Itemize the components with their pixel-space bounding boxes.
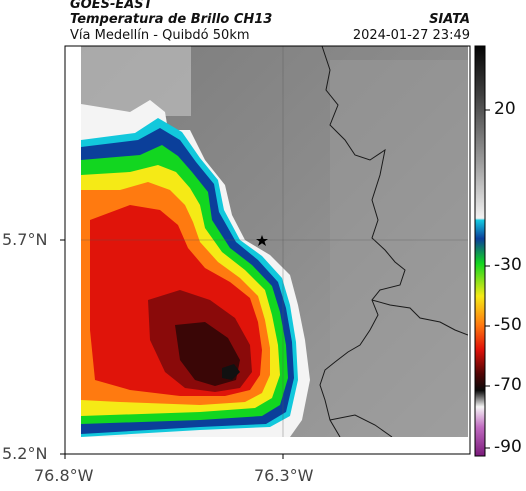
cloud-coldest (222, 364, 240, 380)
lon-tick-label-2: 76.3°W (254, 466, 314, 485)
border-line-south (329, 414, 393, 437)
map-border (64, 45, 471, 455)
map-image (81, 46, 468, 437)
datetime-label: 2024-01-27 23:49 (352, 28, 470, 43)
satellite-title: GOES-EAST (70, 0, 153, 12)
colorbar-tick-label-5: -90 (494, 437, 522, 457)
bright-top-left (81, 46, 191, 116)
lon-tick-label-1: 76.8°W (34, 466, 94, 485)
lat-tick-label-1: 5.7°N (2, 230, 48, 249)
star-icon (256, 235, 268, 246)
border-line-west (319, 46, 406, 437)
route-subtitle: Vía Medellín - Quibdó 50km (70, 28, 250, 43)
colorbar-tick-label-1: 20 (494, 99, 516, 119)
lat-tick-label-2: 5.2°N (2, 444, 48, 463)
colorbar-tick-label-3: -50 (494, 315, 522, 335)
product-title: Temperatura de Brillo CH13 (70, 12, 273, 27)
colorbar-tick-label-2: -30 (494, 255, 522, 275)
bright-right (330, 60, 468, 437)
colorbar (474, 45, 486, 457)
org-label: SIATA (429, 12, 470, 27)
colorbar-tick-label-4: -70 (494, 375, 522, 395)
border-line-east (371, 299, 468, 336)
